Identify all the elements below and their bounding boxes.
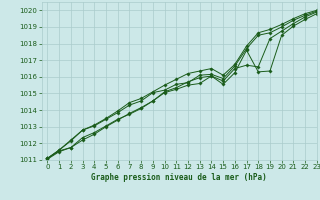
- X-axis label: Graphe pression niveau de la mer (hPa): Graphe pression niveau de la mer (hPa): [91, 173, 267, 182]
